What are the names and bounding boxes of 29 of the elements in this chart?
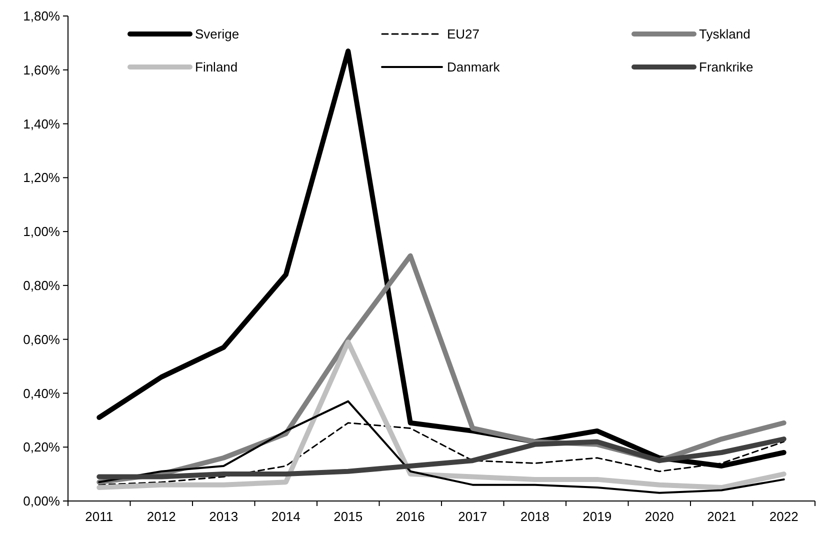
legend-label: Tyskland — [699, 26, 750, 42]
legend-label: Danmark — [447, 60, 500, 75]
x-tick-label: 2015 — [334, 509, 363, 524]
x-tick-label: 2013 — [209, 509, 238, 524]
x-tick-label: 2014 — [271, 509, 300, 524]
x-tick-label: 2022 — [769, 509, 798, 524]
y-tick-label: 0,20% — [23, 440, 60, 455]
legend-label: Finland — [195, 60, 238, 75]
y-tick-label: 1,20% — [23, 170, 60, 186]
y-tick-label: 0,40% — [23, 386, 60, 401]
line-series — [98, 400, 785, 494]
y-tick-label: 1,40% — [23, 116, 60, 132]
x-tick-label: 2018 — [520, 509, 550, 524]
x-tick-label: 2017 — [458, 509, 488, 524]
y-tick-label: 1,60% — [23, 62, 60, 78]
x-tick-label: 2012 — [146, 509, 176, 524]
x-tick-label: 2011 — [85, 509, 114, 524]
x-tick-label: 2021 — [707, 509, 736, 524]
legend-label: Frankrike — [699, 60, 754, 75]
x-tick-label: 2016 — [396, 509, 425, 524]
y-tick-label: 1,80% — [23, 8, 60, 24]
legend-label: Sverige — [195, 26, 240, 42]
x-tick-label: 2020 — [644, 509, 674, 524]
y-tick-label: 0,60% — [23, 332, 60, 347]
y-tick-label: 0,00% — [23, 494, 60, 509]
x-tick-label: 2019 — [582, 509, 612, 524]
legend-label: EU27 — [447, 26, 480, 42]
y-tick-label: 1,00% — [23, 224, 60, 240]
y-tick-label: 0,80% — [23, 278, 60, 293]
